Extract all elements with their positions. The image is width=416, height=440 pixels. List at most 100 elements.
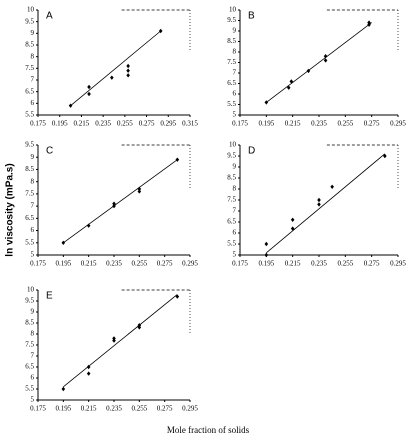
x-tick-label: 0.215 <box>74 120 90 128</box>
y-tick-label: 6 <box>233 229 237 237</box>
x-tick-label: 0.255 <box>131 405 147 413</box>
x-tick-label: 0.195 <box>258 120 274 128</box>
x-tick-label: 0.315 <box>182 120 198 128</box>
y-tick-label: 6 <box>233 90 237 98</box>
x-tick-label: 0.215 <box>81 260 97 268</box>
point <box>317 202 321 207</box>
y-tick-label: 5.5 <box>25 238 34 246</box>
panel-label: C <box>46 146 53 157</box>
x-tick-label: 0.255 <box>337 120 353 128</box>
y-tick-label: 6.5 <box>25 363 34 371</box>
y-tick-label: 6.5 <box>227 218 236 226</box>
x-tick-label: 0.275 <box>139 120 155 128</box>
point <box>126 73 130 78</box>
x-tick-label: 0.235 <box>106 405 122 413</box>
y-tick-label: 9.5 <box>227 16 236 24</box>
x-tick-label: 0.295 <box>390 260 406 268</box>
y-axis-title: ln viscosity (mPa.s) <box>5 163 16 256</box>
x-tick-label: 0.215 <box>285 260 301 268</box>
y-tick-label: 6 <box>31 226 35 234</box>
x-tick-label: 0.175 <box>30 120 46 128</box>
y-tick-label: 8.5 <box>25 319 34 327</box>
y-tick-label: 7.5 <box>227 196 236 204</box>
x-tick-label: 0.175 <box>30 405 46 413</box>
fit-line <box>70 30 161 106</box>
point <box>86 371 91 376</box>
y-tick-label: 10 <box>229 6 237 14</box>
y-tick-label: 8 <box>31 177 35 185</box>
point <box>87 84 91 90</box>
point <box>87 91 91 97</box>
y-tick-label: 10 <box>27 286 35 294</box>
point <box>137 189 142 194</box>
y-tick-label: 8 <box>31 52 35 60</box>
y-tick-label: 6.5 <box>227 79 236 87</box>
x-tick-label: 0.235 <box>95 120 111 128</box>
y-tick-label: 6 <box>31 99 35 107</box>
point <box>126 63 130 69</box>
y-tick-label: 9 <box>233 27 237 35</box>
x-tick-label: 0.215 <box>285 120 301 128</box>
x-tick-label: 0.255 <box>131 260 147 268</box>
point <box>86 364 91 370</box>
x-tick-label: 0.175 <box>232 120 248 128</box>
y-tick-label: 8 <box>233 185 237 193</box>
y-tick-label: 6.5 <box>25 87 34 95</box>
y-tick-label: 5 <box>31 396 35 404</box>
x-tick-label: 0.195 <box>55 405 71 413</box>
x-tick-label: 0.295 <box>182 405 198 413</box>
point <box>289 79 294 84</box>
y-tick-label: 8.5 <box>227 174 236 182</box>
y-tick-label: 6.5 <box>25 214 34 222</box>
point <box>264 252 269 258</box>
y-tick-label: 6 <box>31 374 35 382</box>
x-tick-label: 0.195 <box>52 120 68 128</box>
point <box>323 54 328 59</box>
x-tick-label: 0.295 <box>160 120 176 128</box>
panel-label: B <box>248 11 255 22</box>
y-tick-label: 7.5 <box>25 64 34 72</box>
point <box>383 153 387 159</box>
point <box>264 100 269 105</box>
x-tick-label: 0.215 <box>81 405 97 413</box>
y-tick-label: 9 <box>31 153 35 161</box>
fit-line <box>63 294 178 388</box>
x-tick-label: 0.195 <box>258 260 274 268</box>
y-tick-label: 8 <box>31 330 35 338</box>
y-tick-label: 5.5 <box>25 111 34 119</box>
point <box>290 226 295 231</box>
y-tick-label: 8 <box>233 48 237 56</box>
point <box>286 85 291 90</box>
point <box>112 201 116 206</box>
y-tick-label: 10 <box>229 141 237 149</box>
y-tick-label: 8.5 <box>227 37 236 45</box>
y-tick-label: 7.5 <box>25 341 34 349</box>
point <box>175 157 180 162</box>
point <box>264 241 269 247</box>
x-tick-label: 0.275 <box>157 260 173 268</box>
y-tick-label: 5.5 <box>227 100 236 108</box>
point <box>137 325 142 330</box>
x-tick-label: 0.275 <box>364 260 380 268</box>
x-tick-label: 0.255 <box>117 120 133 128</box>
point <box>323 58 328 63</box>
x-tick-label: 0.275 <box>157 405 173 413</box>
y-tick-label: 5.5 <box>227 240 236 248</box>
point <box>317 197 321 203</box>
point <box>306 68 311 74</box>
x-tick-label: 0.235 <box>311 260 327 268</box>
y-tick-label: 8.5 <box>25 41 34 49</box>
point <box>86 223 91 228</box>
y-tick-label: 5.5 <box>25 385 34 393</box>
point <box>112 336 116 341</box>
point <box>290 217 295 222</box>
point <box>367 20 371 25</box>
x-tick-label: 0.295 <box>182 260 198 268</box>
y-tick-label: 9 <box>233 163 237 171</box>
y-tick-label: 7 <box>233 69 237 77</box>
y-tick-label: 7.5 <box>25 189 34 197</box>
point <box>126 68 130 73</box>
y-tick-label: 7 <box>233 207 237 215</box>
fit-line <box>63 159 178 244</box>
